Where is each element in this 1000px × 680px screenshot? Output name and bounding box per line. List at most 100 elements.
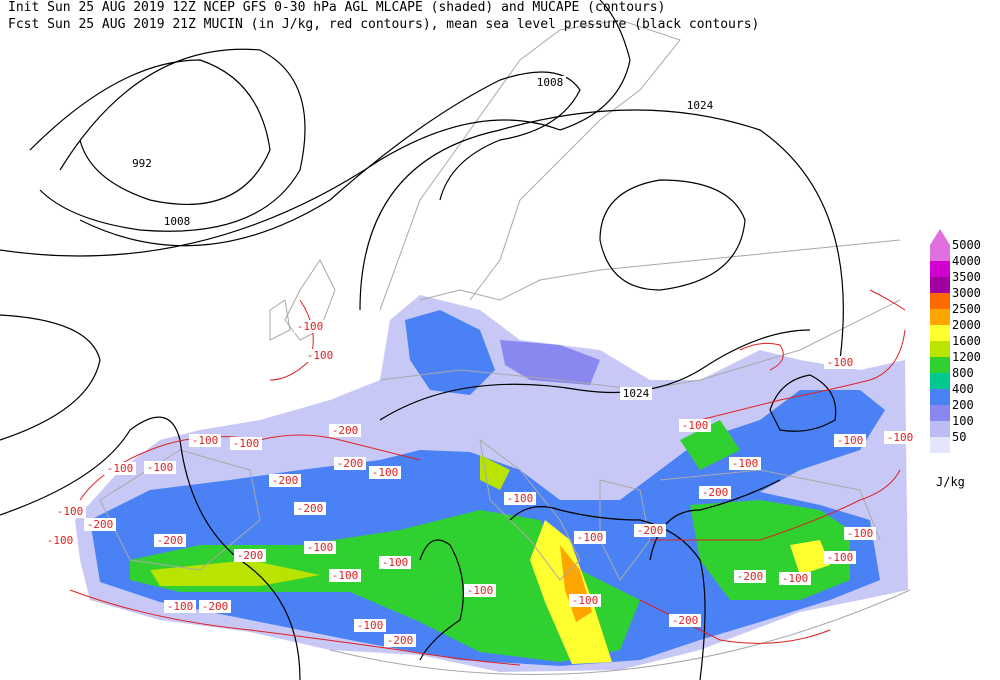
cin-label: -200 <box>157 534 184 547</box>
label-bg <box>699 486 731 499</box>
label-bg <box>294 320 326 333</box>
cin-label: -100 <box>577 531 604 544</box>
label-bg <box>679 419 711 432</box>
label-bg <box>329 569 361 582</box>
cin-label: -100 <box>382 556 409 569</box>
cin-label: -100 <box>827 356 854 369</box>
isobars <box>0 0 844 680</box>
legend-label: 1600 <box>952 334 981 348</box>
cin-label: -100 <box>233 437 260 450</box>
cin-label: -200 <box>672 614 699 627</box>
isobar-label: 1008 <box>164 215 191 228</box>
label-bg <box>304 349 336 362</box>
label-bg <box>734 570 766 583</box>
cin-label: -100 <box>297 320 324 333</box>
cin-label: -200 <box>297 502 324 515</box>
legend-swatch <box>930 245 950 261</box>
label-bg <box>54 505 86 518</box>
cin-label: -200 <box>337 457 364 470</box>
cin-label: -100 <box>372 466 399 479</box>
header-line-1: Init Sun 25 AUG 2019 12Z NCEP GFS 0-30 h… <box>8 0 665 15</box>
cin-label: -100 <box>782 572 809 585</box>
label-bg <box>329 424 361 437</box>
label-bg <box>354 619 386 632</box>
label-bg <box>534 76 566 89</box>
label-bg <box>84 518 116 531</box>
label-bg <box>161 215 193 228</box>
cin-label: -100 <box>837 434 864 447</box>
label-bg <box>504 492 536 505</box>
cin-label: -100 <box>887 431 914 444</box>
label-bg <box>634 524 666 537</box>
legend: 5000 4000 3500 3000 2500 2000 1600 1200 800 400 20… <box>930 229 981 453</box>
isobar-label: 1008 <box>537 76 564 89</box>
label-bg <box>199 600 231 613</box>
cin-label: -200 <box>702 486 729 499</box>
label-bg <box>104 462 136 475</box>
legend-swatch <box>930 325 950 341</box>
legend-swatch <box>930 421 950 437</box>
cin-label: -200 <box>737 570 764 583</box>
cin-label: -100 <box>167 600 194 613</box>
label-bg <box>304 541 336 554</box>
legend-label: 50 <box>952 430 966 444</box>
label-bg <box>230 437 262 450</box>
cin-label: -100 <box>57 505 84 518</box>
cin-label: -200 <box>387 634 414 647</box>
label-bg <box>824 356 856 369</box>
cape-shading <box>75 295 908 672</box>
isobar-label: 1024 <box>623 387 650 400</box>
cin-label: -100 <box>332 569 359 582</box>
legend-swatch <box>930 373 950 389</box>
label-bg <box>844 527 876 540</box>
label-bg <box>824 551 856 564</box>
isobar-label: 1024 <box>687 99 714 112</box>
cin-label: -200 <box>237 549 264 562</box>
cin-label: -100 <box>732 457 759 470</box>
header-line-2: Fcst Sun 25 AUG 2019 21Z MUCIN (in J/kg,… <box>8 17 759 32</box>
legend-label: 3000 <box>952 286 981 300</box>
cin-label: -100 <box>507 492 534 505</box>
label-bg <box>834 434 866 447</box>
legend-swatch <box>930 309 950 325</box>
legend-swatch <box>930 277 950 293</box>
label-bg <box>884 431 916 444</box>
cin-label: -100 <box>467 584 494 597</box>
label-bg <box>574 531 606 544</box>
label-bg <box>379 556 411 569</box>
legend-label: 4000 <box>952 254 981 268</box>
cin-label: -100 <box>47 534 74 547</box>
legend-label: 5000 <box>952 238 981 252</box>
legend-label: 800 <box>952 366 974 380</box>
label-bg <box>384 634 416 647</box>
legend-arrow <box>930 229 950 245</box>
legend-swatch <box>930 261 950 277</box>
legend-swatch <box>930 437 950 453</box>
legend-label: 200 <box>952 398 974 412</box>
cin-label: -100 <box>307 541 334 554</box>
label-bg <box>144 461 176 474</box>
cin-label: -200 <box>87 518 114 531</box>
cin-label: -100 <box>682 419 709 432</box>
label-bg <box>269 474 301 487</box>
legend-label: 400 <box>952 382 974 396</box>
cin-label: -100 <box>827 551 854 564</box>
legend-label: 3500 <box>952 270 981 284</box>
cin-label: -100 <box>307 349 334 362</box>
label-bg <box>779 572 811 585</box>
label-bg <box>569 594 601 607</box>
legend-label: 2500 <box>952 302 981 316</box>
cin-label: -100 <box>147 461 174 474</box>
label-bg <box>126 157 158 170</box>
cin-label: -200 <box>332 424 359 437</box>
legend-swatch <box>930 389 950 405</box>
cin-label: -100 <box>572 594 599 607</box>
label-bg <box>729 457 761 470</box>
label-bg <box>464 584 496 597</box>
legend-swatch <box>930 357 950 373</box>
isobar-label: 992 <box>132 157 152 170</box>
cin-label: -200 <box>637 524 664 537</box>
legend-swatch <box>930 405 950 421</box>
